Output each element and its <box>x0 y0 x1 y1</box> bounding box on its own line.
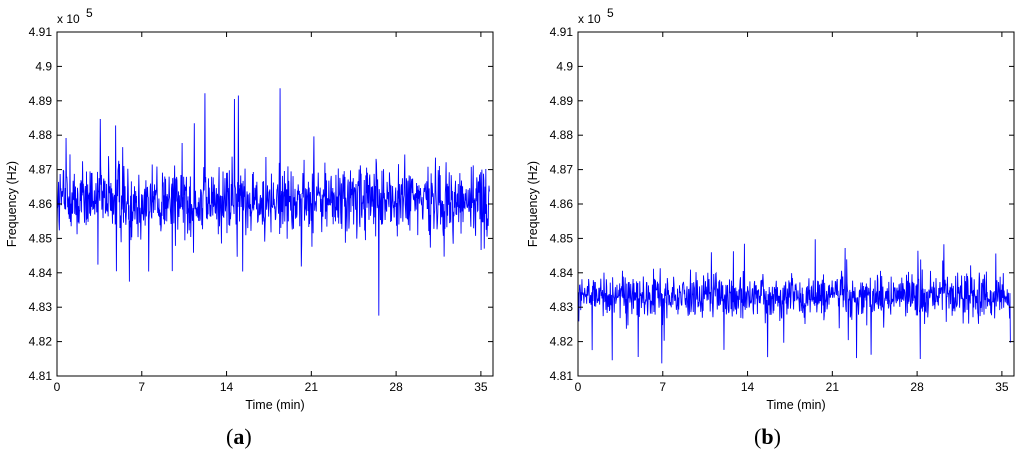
x-tick-label: 0 <box>54 380 61 394</box>
x-tick-label: 14 <box>741 380 755 394</box>
y-tick-label: 4.83 <box>29 300 53 314</box>
y-axis-label: Frequency (Hz) <box>5 161 19 247</box>
panel-label-a: (a) <box>226 424 252 449</box>
x-tick-label: 0 <box>575 380 582 394</box>
x-tick-label: 35 <box>474 380 488 394</box>
series-line <box>577 239 1011 364</box>
y-axis-label: Frequency (Hz) <box>526 161 540 247</box>
x-axis-label: Time (min) <box>245 398 304 412</box>
y-tick-label: 4.89 <box>29 94 53 108</box>
series-line <box>56 88 490 316</box>
y-tick-label: 4.83 <box>550 300 574 314</box>
y-tick-label: 4.82 <box>550 335 574 349</box>
x-axis-label: Time (min) <box>766 398 825 412</box>
x-tick-label: 7 <box>659 380 666 394</box>
x-tick-label: 35 <box>995 380 1009 394</box>
y-tick-label: 4.85 <box>29 231 53 245</box>
y-tick-label: 4.85 <box>550 231 574 245</box>
y-multiplier-exponent: 5 <box>86 6 93 20</box>
y-tick-label: 4.88 <box>29 128 53 142</box>
y-tick-label: 4.87 <box>550 163 574 177</box>
x-tick-label: 21 <box>826 380 840 394</box>
y-tick-label: 4.84 <box>29 266 53 280</box>
y-tick-label: 4.91 <box>550 25 574 39</box>
panel-label-b: (b) <box>754 424 781 449</box>
y-tick-label: 4.87 <box>29 163 53 177</box>
y-tick-label: 4.91 <box>29 25 53 39</box>
plot-frame <box>577 31 1015 377</box>
y-tick-label: 4.82 <box>29 335 53 349</box>
y-tick-label: 4.81 <box>550 369 574 383</box>
y-tick-label: 4.86 <box>29 197 53 211</box>
x-tick-label: 14 <box>220 380 234 394</box>
y-multiplier-label: x 10 <box>57 12 80 26</box>
y-multiplier-label: x 10 <box>578 12 601 26</box>
y-tick-label: 4.81 <box>29 369 53 383</box>
y-tick-label: 4.86 <box>550 197 574 211</box>
y-tick-label: 4.84 <box>550 266 574 280</box>
chart-panel-a: 0 7 14 21 28 35 4.81 4.82 4.83 4.84 4.85 4.86 4.87 4.… <box>5 6 494 412</box>
chart-panel-b: 0 7 14 21 28 35 4.81 4.82 4.83 4.84 4.85 4.86 4.87 4.… <box>526 6 1015 412</box>
x-tick-label: 28 <box>389 380 403 394</box>
x-tick-label: 21 <box>305 380 319 394</box>
x-tick-label: 28 <box>910 380 924 394</box>
y-tick-label: 4.88 <box>550 128 574 142</box>
y-tick-label: 4.9 <box>556 59 573 73</box>
y-tick-label: 4.9 <box>35 59 52 73</box>
y-tick-label: 4.89 <box>550 94 574 108</box>
x-tick-label: 7 <box>138 380 145 394</box>
y-multiplier-exponent: 5 <box>607 6 614 20</box>
